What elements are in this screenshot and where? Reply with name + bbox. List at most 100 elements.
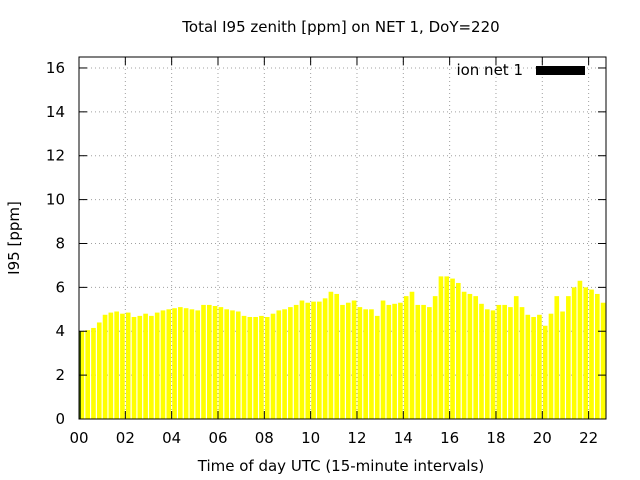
x-tick-labels: 00 02 04 06 08 10 12 14 16 18 20 22 <box>69 429 598 447</box>
y-tick-label: 0 <box>55 410 65 428</box>
bar <box>299 300 305 419</box>
bar <box>444 276 450 419</box>
bar <box>270 313 276 419</box>
bar <box>305 302 311 419</box>
bar <box>496 304 502 419</box>
y-tick-label: 6 <box>55 278 65 296</box>
bar <box>195 310 201 419</box>
y-tick-label: 14 <box>46 103 65 121</box>
x-tick-label: 22 <box>579 429 598 447</box>
bar <box>276 310 282 419</box>
bar <box>548 313 554 419</box>
bar <box>154 312 160 419</box>
bar <box>334 293 340 419</box>
bar <box>484 309 490 419</box>
bar <box>345 302 351 419</box>
bar <box>166 309 172 419</box>
x-tick-label: 06 <box>208 429 227 447</box>
bar <box>125 312 131 419</box>
bar <box>456 282 461 419</box>
x-tick-label: 18 <box>486 429 505 447</box>
x-tick-label: 08 <box>255 429 274 447</box>
bar <box>571 287 577 419</box>
legend: ion net 1 <box>456 61 585 79</box>
bar <box>131 316 137 419</box>
axis-ticks <box>78 57 606 420</box>
bar <box>206 304 212 419</box>
bar <box>583 287 589 419</box>
bar <box>189 309 195 419</box>
bar <box>589 289 594 419</box>
bar <box>288 307 293 419</box>
bar <box>259 315 264 419</box>
bar <box>542 325 548 419</box>
bar <box>566 296 571 419</box>
bar <box>473 296 479 419</box>
bar <box>537 314 542 419</box>
y-tick-label: 12 <box>46 147 65 165</box>
bar <box>293 304 299 419</box>
bar <box>438 276 444 419</box>
bar <box>212 306 218 419</box>
x-tick-label: 04 <box>162 429 181 447</box>
x-tick-label: 12 <box>347 429 366 447</box>
bar <box>386 304 392 419</box>
bar <box>409 291 415 419</box>
bar <box>554 296 560 419</box>
bar <box>230 310 235 419</box>
bar <box>398 302 403 419</box>
bar <box>421 304 426 419</box>
bar <box>525 314 531 419</box>
bar <box>241 315 247 419</box>
bar <box>351 300 357 419</box>
bar <box>218 307 224 419</box>
legend-swatch <box>536 66 585 75</box>
bar <box>143 313 148 419</box>
y-tick-label: 2 <box>55 366 65 384</box>
bar <box>513 296 519 419</box>
bar <box>172 308 177 419</box>
x-tick-label: 00 <box>69 429 88 447</box>
bar <box>311 301 316 419</box>
bar <box>91 327 96 419</box>
bar <box>137 315 143 419</box>
bar <box>432 296 438 419</box>
bar <box>114 311 119 419</box>
bar <box>201 304 206 419</box>
bar <box>224 309 229 419</box>
bar <box>600 302 606 419</box>
bar <box>340 304 345 419</box>
bars-group <box>79 276 606 419</box>
bar <box>427 307 432 419</box>
bar <box>149 315 154 419</box>
bar <box>328 291 334 419</box>
chart-title: Total I95 zenith [ppm] on NET 1, DoY=220 <box>181 18 499 36</box>
x-tick-label: 14 <box>394 429 413 447</box>
bar <box>160 310 166 419</box>
bar <box>403 296 409 419</box>
bar <box>108 312 114 419</box>
bar <box>577 280 583 419</box>
bar <box>120 313 125 419</box>
bar <box>392 303 397 419</box>
bar <box>282 309 287 419</box>
legend-label: ion net 1 <box>456 61 523 79</box>
x-tick-label: 20 <box>533 429 552 447</box>
bar <box>102 314 108 419</box>
bar <box>183 308 189 419</box>
bar <box>450 278 455 419</box>
x-tick-label: 10 <box>301 429 320 447</box>
y-tick-label: 8 <box>55 234 65 252</box>
bar <box>317 301 322 419</box>
bar <box>519 307 525 419</box>
bar <box>253 316 258 419</box>
bar <box>508 307 513 419</box>
bar <box>374 315 380 419</box>
y-axis-label: I95 [ppm] <box>5 201 23 275</box>
bar <box>467 293 473 419</box>
x-tick-label: 16 <box>440 429 459 447</box>
bar <box>363 309 368 419</box>
grid-lines <box>79 57 606 419</box>
bar <box>369 309 374 419</box>
y-tick-label: 16 <box>46 59 65 77</box>
